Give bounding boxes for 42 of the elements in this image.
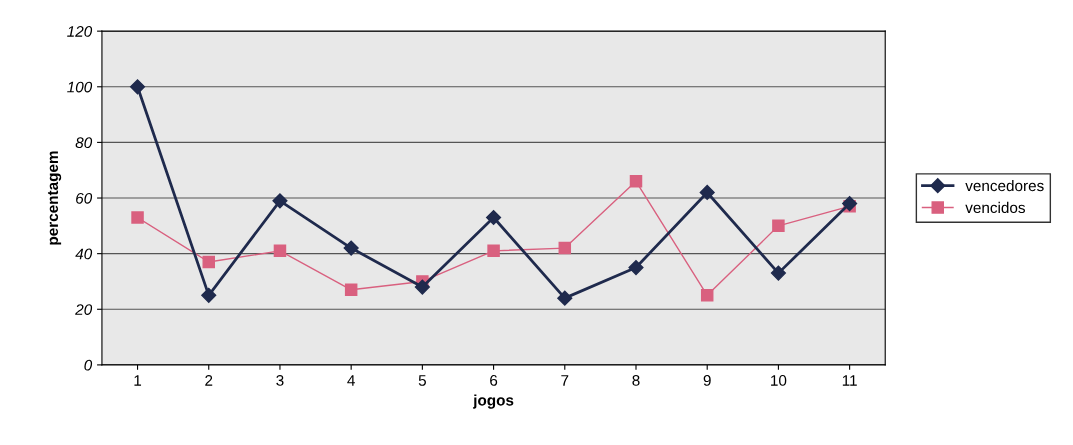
x-tick-label: 5 xyxy=(418,375,426,386)
point xyxy=(699,184,715,201)
point xyxy=(842,196,858,212)
point xyxy=(272,193,288,209)
point xyxy=(628,259,644,276)
x-tick-label: 7 xyxy=(561,375,569,386)
y-tick-label: 60 xyxy=(76,192,93,204)
y-tick-label: 120 xyxy=(67,26,93,37)
point xyxy=(273,244,287,258)
point xyxy=(629,175,643,188)
y-tick-label: 100 xyxy=(67,81,93,93)
point xyxy=(558,241,572,255)
y-axis-title: percentagem xyxy=(47,151,62,245)
y-tick-label: 20 xyxy=(75,304,93,315)
x-axis-title: jogos xyxy=(472,394,514,409)
point xyxy=(343,240,359,256)
point xyxy=(201,287,217,303)
point xyxy=(414,279,430,295)
point xyxy=(557,290,573,306)
point xyxy=(131,211,144,224)
point xyxy=(700,289,714,302)
x-tick-label: 6 xyxy=(490,375,498,386)
y-tick-label: 0 xyxy=(84,359,93,371)
y-tick-label: 80 xyxy=(75,137,93,149)
legend-label: vencidos xyxy=(965,201,1025,214)
x-tick-label: 10 xyxy=(771,375,787,386)
x-tick-label: 8 xyxy=(632,375,640,386)
x-tick-label: 1 xyxy=(134,375,142,386)
point xyxy=(202,255,215,269)
x-tick-label: 4 xyxy=(347,375,355,386)
x-tick-label: 11 xyxy=(842,375,857,386)
point xyxy=(772,219,785,233)
point xyxy=(486,209,502,226)
point xyxy=(770,265,786,281)
point xyxy=(344,283,358,297)
legend-label: vencedores xyxy=(965,179,1044,192)
x-tick-label: 9 xyxy=(703,375,711,386)
x-tick-label: 2 xyxy=(205,375,213,386)
point xyxy=(129,79,146,95)
point xyxy=(487,244,500,258)
y-tick-label: 40 xyxy=(75,248,93,260)
x-tick-label: 3 xyxy=(276,375,284,386)
